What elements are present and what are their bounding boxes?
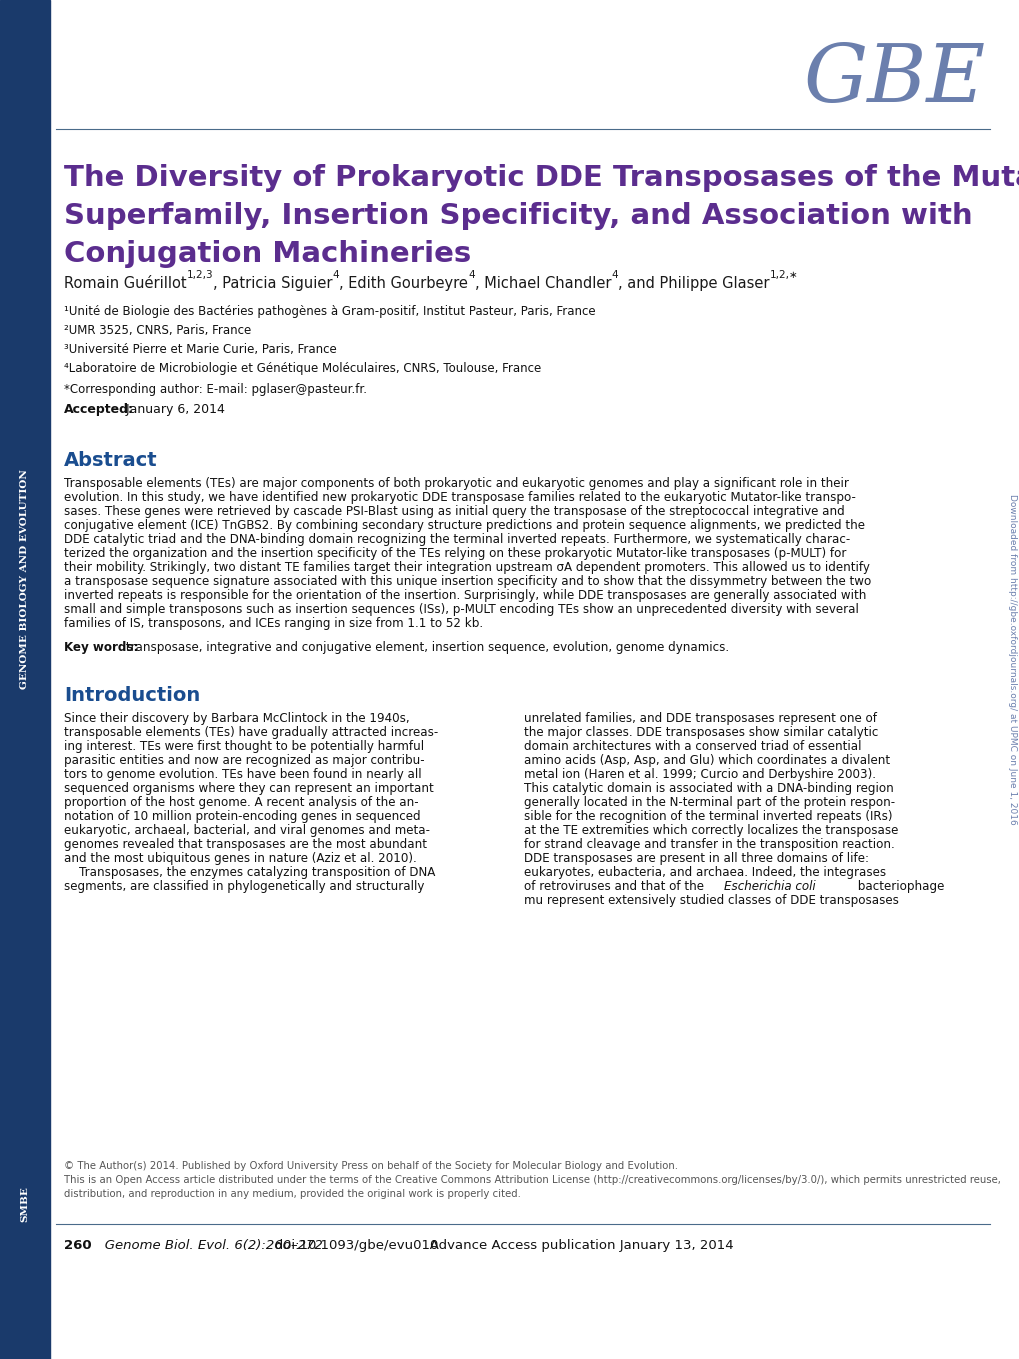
Text: 1,2,∗: 1,2,∗ <box>768 270 798 280</box>
Text: distribution, and reproduction in any medium, provided the original work is prop: distribution, and reproduction in any me… <box>64 1189 521 1199</box>
Text: segments, are classified in phylogenetically and structurally: segments, are classified in phylogenetic… <box>64 881 424 893</box>
Text: and the most ubiquitous genes in nature (Aziz et al. 2010).: and the most ubiquitous genes in nature … <box>64 852 417 864</box>
Text: for strand cleavage and transfer in the transposition reaction.: for strand cleavage and transfer in the … <box>524 839 894 851</box>
Text: tors to genome evolution. TEs have been found in nearly all: tors to genome evolution. TEs have been … <box>64 768 421 781</box>
Text: Downloaded from http://gbe.oxfordjournals.org/ at UPMC on June 1, 2016: Downloaded from http://gbe.oxfordjournal… <box>1008 493 1017 825</box>
Text: generally located in the N-terminal part of the protein respon-: generally located in the N-terminal part… <box>524 796 895 809</box>
Text: 4: 4 <box>468 270 475 280</box>
Text: Introduction: Introduction <box>64 686 200 705</box>
Text: notation of 10 million protein-encoding genes in sequenced: notation of 10 million protein-encoding … <box>64 810 420 824</box>
Text: transposase, integrative and conjugative element, insertion sequence, evolution,: transposase, integrative and conjugative… <box>122 641 729 654</box>
Text: small and simple transposons such as insertion sequences (ISs), p-MULT encoding : small and simple transposons such as ins… <box>64 603 858 616</box>
Bar <box>0 0 50 1359</box>
Text: of retroviruses and that of the: of retroviruses and that of the <box>524 881 707 893</box>
Text: 4: 4 <box>332 270 339 280</box>
Text: ³Université Pierre et Marie Curie, Paris, France: ³Université Pierre et Marie Curie, Paris… <box>64 342 336 356</box>
Text: Superfamily, Insertion Specificity, and Association with: Superfamily, Insertion Specificity, and … <box>64 202 972 230</box>
Text: parasitic entities and now are recognized as major contribu-: parasitic entities and now are recognize… <box>64 754 424 766</box>
Text: This is an Open Access article distributed under the terms of the Creative Commo: This is an Open Access article distribut… <box>64 1176 1000 1185</box>
Text: 4: 4 <box>610 270 618 280</box>
Text: January 6, 2014: January 6, 2014 <box>122 404 224 416</box>
Text: , Michael Chandler: , Michael Chandler <box>475 276 610 291</box>
Text: Romain Guérillot: Romain Guérillot <box>64 276 186 291</box>
Text: metal ion (Haren et al. 1999; Curcio and Derbyshire 2003).: metal ion (Haren et al. 1999; Curcio and… <box>524 768 875 781</box>
Text: unrelated families, and DDE transposases represent one of: unrelated families, and DDE transposases… <box>524 712 876 724</box>
Text: at the TE extremities which correctly localizes the transposase: at the TE extremities which correctly lo… <box>524 824 898 837</box>
Text: sible for the recognition of the terminal inverted repeats (IRs): sible for the recognition of the termina… <box>524 810 892 824</box>
Text: families of IS, transposons, and ICEs ranging in size from 1.1 to 52 kb.: families of IS, transposons, and ICEs ra… <box>64 617 483 631</box>
Text: proportion of the host genome. A recent analysis of the an-: proportion of the host genome. A recent … <box>64 796 418 809</box>
Text: DDE catalytic triad and the DNA-binding domain recognizing the terminal inverted: DDE catalytic triad and the DNA-binding … <box>64 533 850 546</box>
Text: ⁴Laboratoire de Microbiologie et Génétique Moléculaires, CNRS, Toulouse, France: ⁴Laboratoire de Microbiologie et Génétiq… <box>64 361 541 375</box>
Text: *Corresponding author: E-mail: pglaser@pasteur.fr.: *Corresponding author: E-mail: pglaser@p… <box>64 383 367 395</box>
Text: Conjugation Machineries: Conjugation Machineries <box>64 241 471 268</box>
Text: Accepted:: Accepted: <box>64 404 133 416</box>
Text: transposable elements (TEs) have gradually attracted increas-: transposable elements (TEs) have gradual… <box>64 726 438 739</box>
Text: a transposase sequence signature associated with this unique insertion specifici: a transposase sequence signature associa… <box>64 575 870 588</box>
Text: conjugative element (ICE) TnGBS2. By combining secondary structure predictions a: conjugative element (ICE) TnGBS2. By com… <box>64 519 864 531</box>
Text: DDE transposases are present in all three domains of life:: DDE transposases are present in all thre… <box>524 852 868 864</box>
Text: Genome Biol. Evol. 6(2):260–272.: Genome Biol. Evol. 6(2):260–272. <box>92 1239 327 1252</box>
Text: SMBE: SMBE <box>20 1186 30 1222</box>
Text: The Diversity of Prokaryotic DDE Transposases of the Mutator: The Diversity of Prokaryotic DDE Transpo… <box>64 164 1019 192</box>
Text: Abstract: Abstract <box>64 451 158 470</box>
Text: ing interest. TEs were first thought to be potentially harmful: ing interest. TEs were first thought to … <box>64 741 424 753</box>
Text: eukaryotes, eubacteria, and archaea. Indeed, the integrases: eukaryotes, eubacteria, and archaea. Ind… <box>524 866 886 879</box>
Text: Since their discovery by Barbara McClintock in the 1940s,: Since their discovery by Barbara McClint… <box>64 712 410 724</box>
Text: 1,2,3: 1,2,3 <box>186 270 213 280</box>
Text: Advance Access publication January 13, 2014: Advance Access publication January 13, 2… <box>417 1239 733 1252</box>
Text: Escherichia coli: Escherichia coli <box>723 881 815 893</box>
Text: ¹Unité de Biologie des Bactéries pathogènes à Gram-positif, Institut Pasteur, Pa: ¹Unité de Biologie des Bactéries pathogè… <box>64 304 595 318</box>
Text: , and Philippe Glaser: , and Philippe Glaser <box>618 276 768 291</box>
Text: 260: 260 <box>64 1239 92 1252</box>
Text: eukaryotic, archaeal, bacterial, and viral genomes and meta-: eukaryotic, archaeal, bacterial, and vir… <box>64 824 430 837</box>
Text: This catalytic domain is associated with a DNA-binding region: This catalytic domain is associated with… <box>524 781 893 795</box>
Text: evolution. In this study, we have identified new prokaryotic DDE transposase fam: evolution. In this study, we have identi… <box>64 491 855 504</box>
Text: sases. These genes were retrieved by cascade PSI-Blast using as initial query th: sases. These genes were retrieved by cas… <box>64 506 844 518</box>
Text: domain architectures with a conserved triad of essential: domain architectures with a conserved tr… <box>524 741 861 753</box>
Text: mu represent extensively studied classes of DDE transposases: mu represent extensively studied classes… <box>524 894 898 906</box>
Text: terized the organization and the insertion specificity of the TEs relying on the: terized the organization and the inserti… <box>64 548 846 560</box>
Text: , Patricia Siguier: , Patricia Siguier <box>213 276 332 291</box>
Text: Transposable elements (TEs) are major components of both prokaryotic and eukaryo: Transposable elements (TEs) are major co… <box>64 477 848 491</box>
Text: the major classes. DDE transposases show similar catalytic: the major classes. DDE transposases show… <box>524 726 877 739</box>
Text: © The Author(s) 2014. Published by Oxford University Press on behalf of the Soci: © The Author(s) 2014. Published by Oxfor… <box>64 1161 678 1171</box>
Text: , Edith Gourbeyre: , Edith Gourbeyre <box>339 276 468 291</box>
Text: GBE: GBE <box>802 41 984 118</box>
Text: amino acids (Asp, Asp, and Glu) which coordinates a divalent: amino acids (Asp, Asp, and Glu) which co… <box>524 754 890 766</box>
Text: GENOME BIOLOGY AND EVOLUTION: GENOME BIOLOGY AND EVOLUTION <box>20 469 30 689</box>
Text: inverted repeats is responsible for the orientation of the insertion. Surprising: inverted repeats is responsible for the … <box>64 588 865 602</box>
Text: bacteriophage: bacteriophage <box>853 881 944 893</box>
Text: their mobility. Strikingly, two distant TE families target their integration ups: their mobility. Strikingly, two distant … <box>64 561 869 573</box>
Text: Transposases, the enzymes catalyzing transposition of DNA: Transposases, the enzymes catalyzing tra… <box>64 866 435 879</box>
Text: doi:10.1093/gbe/evu010: doi:10.1093/gbe/evu010 <box>262 1239 438 1252</box>
Text: genomes revealed that transposases are the most abundant: genomes revealed that transposases are t… <box>64 839 427 851</box>
Text: Key words:: Key words: <box>64 641 139 654</box>
Text: sequenced organisms where they can represent an important: sequenced organisms where they can repre… <box>64 781 433 795</box>
Text: ²UMR 3525, CNRS, Paris, France: ²UMR 3525, CNRS, Paris, France <box>64 323 251 337</box>
